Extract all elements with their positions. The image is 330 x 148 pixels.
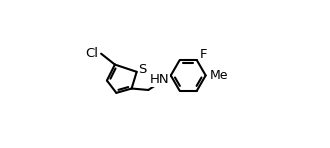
Text: Cl: Cl xyxy=(85,47,98,60)
Text: HN: HN xyxy=(150,73,169,86)
Text: F: F xyxy=(200,48,207,61)
Text: Me: Me xyxy=(209,69,228,82)
Text: S: S xyxy=(139,63,147,76)
